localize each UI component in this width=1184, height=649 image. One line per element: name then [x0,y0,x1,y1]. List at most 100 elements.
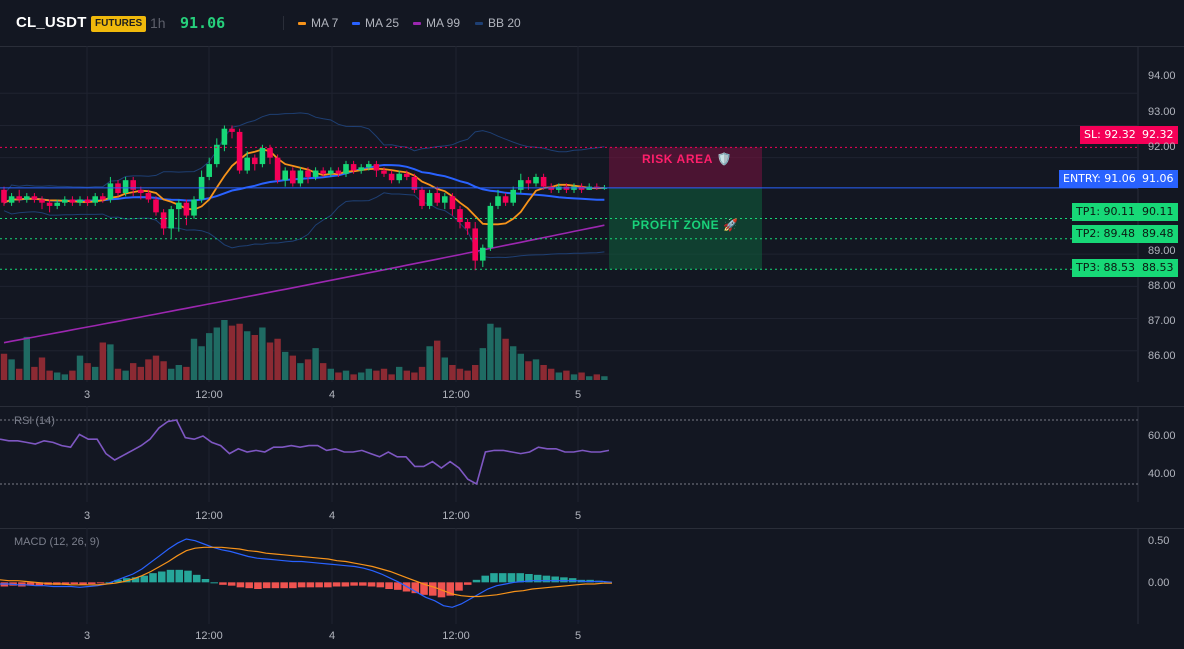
bollinger-lower-band [3,192,605,259]
candle-body [533,176,539,184]
volume-bar [403,370,410,380]
pane-divider[interactable] [0,528,1184,529]
volume-bar [396,366,403,380]
volume-bar [160,361,167,380]
candle-body [495,196,501,206]
legend-bb20-swatch [475,21,483,25]
volume-bar [259,327,266,380]
price-tick: 86.00 [1148,350,1176,362]
macd-histogram-bar [289,582,297,589]
macd-histogram-bar [507,573,516,583]
time-tick: 12:00 [442,389,470,401]
pane-divider[interactable] [0,406,1184,407]
sl-line-tag[interactable]: SL: 92.32 [1080,126,1140,144]
candle-body [84,199,91,203]
candle-body [24,196,30,200]
candle-body [396,173,402,181]
time-tick: 12:00 [195,389,223,401]
macd-tick: 0.00 [1148,577,1170,589]
candle-body [290,170,296,184]
candle-body [457,209,463,222]
macd-histogram-bar [315,582,323,588]
legend-bb20-label: BB 20 [488,16,521,30]
candle-body [62,199,68,203]
volume-bar [221,320,228,380]
macd-histogram-bar [280,582,288,589]
macd-histogram-bar [446,582,455,596]
macd-histogram-bar [332,582,341,587]
volume-bar [555,372,562,380]
candle-body [1,189,7,203]
macd-histogram-bar [149,573,157,583]
macd-chart[interactable] [0,528,1184,624]
volume-bar [320,363,327,380]
timeframe-label[interactable]: 1h [150,15,166,31]
macd-histogram-bar [35,582,44,586]
volume-bar [213,327,220,380]
macd-histogram-bar [420,582,428,595]
legend-ma7-label: MA 7 [311,16,339,30]
macd-histogram-bar [26,582,35,586]
macd-histogram-bar [88,582,96,584]
ma99-line [3,224,605,344]
rsi-chart[interactable] [0,406,1184,502]
volume-bar [114,368,122,380]
volume-bar [266,342,274,380]
candle-body [487,205,494,248]
macd-histogram-bar [472,579,481,583]
candle-body [320,170,326,174]
candle-body [366,164,372,168]
legend-ma99[interactable]: MA 99 [413,16,460,30]
volume-bar [297,363,304,380]
tp1-line-tag[interactable]: TP1: 90.11 [1072,203,1140,221]
volume-bar [282,351,289,380]
legend-ma25[interactable]: MA 25 [352,16,399,30]
volume-bar [373,370,380,380]
candle-body [160,212,167,229]
macd-histogram-bar [227,582,236,586]
macd-histogram-bar [192,574,201,583]
candle-body [191,199,197,216]
legend-bb20[interactable]: BB 20 [475,16,521,30]
macd-histogram-bar [385,582,393,589]
macd-histogram-bar [411,582,420,594]
volume-bar [350,374,357,380]
macd-histogram-bar [341,582,350,587]
macd-histogram-bar [271,582,280,589]
macd-histogram-bar [79,582,87,585]
last-price: 91.06 [180,14,226,32]
symbol-title[interactable]: CL_USDT [16,14,87,31]
volume-bar [31,366,38,380]
candle-body [297,170,304,184]
volume-bar [426,346,433,380]
macd-histogram-bar [367,582,376,587]
tp2-line-tag[interactable]: TP2: 89.48 [1072,225,1140,243]
time-tick: 5 [574,389,582,401]
candle-body [335,170,342,174]
price-chart[interactable] [0,46,1184,382]
volume-bar [487,323,494,380]
volume-bar [145,359,152,380]
macd-histogram-bar [236,582,245,588]
macd-histogram-bar [324,582,332,588]
volume-bar [563,370,570,380]
macd-histogram-bar [516,573,524,583]
candle-body [502,196,509,203]
candle-body [69,199,76,203]
tp2-price-tag: 89.48 [1138,225,1178,243]
volume-bar [274,338,281,380]
legend-ma7[interactable]: MA 7 [298,16,338,30]
volume-bar [517,353,524,380]
entry-line-tag[interactable]: ENTRY: 91.06 [1059,170,1140,188]
macd-histogram-bar [560,577,568,583]
macd-title: MACD (12, 26, 9) [14,536,100,548]
macd-histogram-bar [219,582,227,585]
tp3-line-tag[interactable]: TP3: 88.53 [1072,259,1140,277]
candle-body [510,189,516,203]
volume-bar [434,340,441,380]
candle-body [77,199,83,203]
volume-bar [23,336,30,380]
candle-body [138,189,144,194]
macd-histogram-bar [254,582,262,589]
volume-bar [0,353,8,380]
